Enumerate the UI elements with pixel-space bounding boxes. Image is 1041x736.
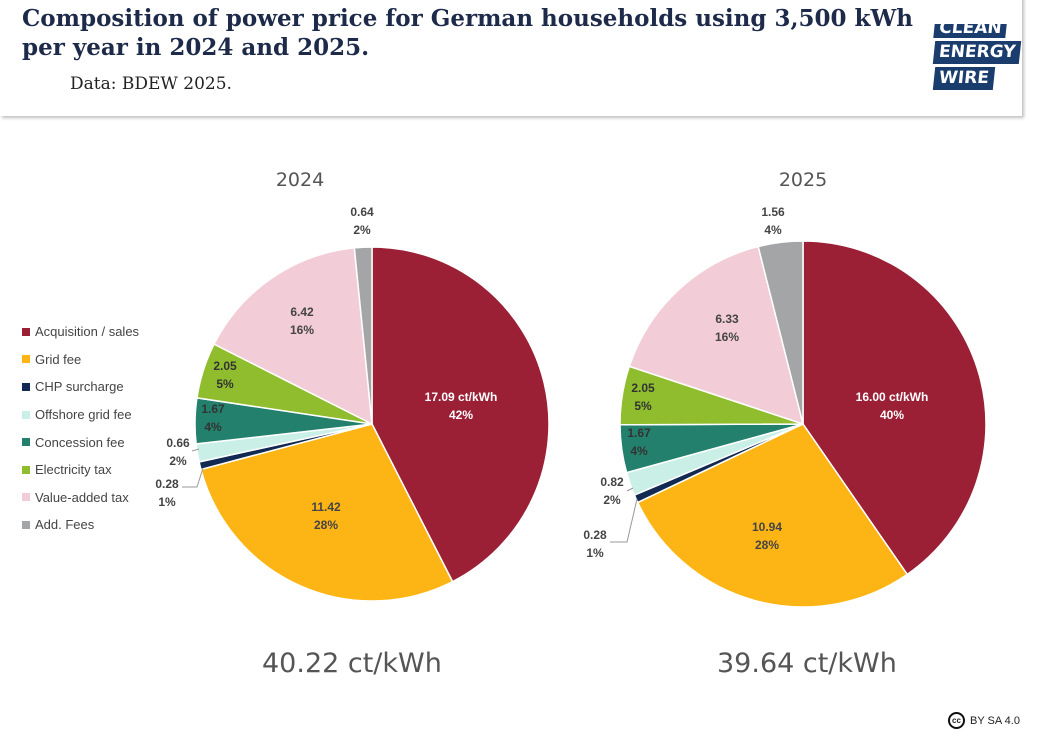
legend-label-offshore-grid-fee: Offshore grid fee [35, 407, 132, 423]
pie-2024-percent-label-offshore: 2% [169, 454, 187, 468]
pie-2024-value-label-add-fees: 0.64 [350, 205, 374, 219]
pie-2024-value-label-concession: 1.67 [201, 402, 225, 416]
pie-2025-percent-label-add-fees: 4% [764, 223, 782, 237]
pie-2024-slice-grid-fee [200, 423, 454, 602]
cc-icon: cc [948, 712, 965, 729]
legend-label-chp-surcharge: CHP surcharge [35, 379, 124, 395]
pie-2024-leader-offshore [191, 448, 200, 452]
legend-item-concession-fee: Concession fee [22, 428, 139, 456]
pie-2024-percent-label-chp: 1% [158, 495, 176, 509]
pie-2025-value-label-concession: 1.67 [627, 426, 651, 440]
legend-item-grid-fee: Grid fee [22, 346, 139, 374]
pie-2024-percent-label-concession: 4% [204, 420, 222, 434]
pie-2025-value-label-offshore: 0.82 [600, 475, 624, 489]
license-text: BY SA 4.0 [970, 714, 1020, 727]
pie-2025-slice-add-fees [757, 240, 804, 425]
legend-label-concession-fee: Concession fee [35, 434, 125, 450]
legend-swatch-chp-surcharge [22, 382, 30, 391]
pie-2025-value-label-add-fees: 1.56 [761, 205, 785, 219]
total-2025: 39.64 ct/kWh [717, 648, 897, 679]
legend-item-chp-surcharge: CHP surcharge [22, 373, 139, 401]
pie-2025-percent-label-acquisition: 40% [880, 408, 904, 422]
pie-2025-slice-vat [628, 245, 805, 426]
pie-2024-slice-vat [213, 247, 373, 426]
license-badge: cc BY SA 4.0 [948, 712, 1020, 729]
chart-title: Composition of power price for German ho… [22, 5, 913, 61]
pie-2024-percent-label-vat: 16% [290, 323, 314, 337]
pie-2025-value-label-chp: 0.28 [583, 528, 607, 542]
total-2024: 40.22 ct/kWh [262, 648, 442, 679]
pie-2024-slice-add-fees [353, 246, 373, 425]
pie-2024-percent-label-grid-fee: 28% [314, 518, 338, 532]
legend-swatch-value-added-tax [22, 493, 30, 502]
pie-2025-slice-acquisition [802, 240, 987, 576]
legend-label-grid-fee: Grid fee [35, 351, 82, 367]
pie-2025-percent-label-grid-fee: 28% [755, 538, 779, 552]
pie-2025-value-label-grid-fee: 10.94 [752, 520, 782, 534]
pie-2025-percent-label-vat: 16% [715, 330, 739, 344]
pie-2024-value-label-offshore: 0.66 [166, 436, 190, 450]
chart-legend: Acquisition / sales Grid fee CHP surchar… [22, 318, 139, 539]
pie-2024-value-label-vat: 6.42 [290, 305, 314, 319]
legend-item-offshore-grid-fee: Offshore grid fee [22, 401, 139, 429]
pie-2025-percent-label-offshore: 2% [603, 493, 621, 507]
legend-swatch-acquisition [22, 327, 30, 336]
pie-2024-value-label-electricity-tax: 2.05 [213, 359, 237, 373]
pie-2024-percent-label-acquisition: 42% [449, 408, 473, 422]
pie-2024-percent-label-electricity-tax: 5% [216, 377, 234, 391]
legend-swatch-grid-fee [22, 355, 30, 364]
legend-label-add-fees: Add. Fees [35, 517, 95, 533]
data-source: Data: BDEW 2025. [70, 74, 232, 94]
pie-2024-value-label-chp: 0.28 [155, 477, 179, 491]
pie-2025-value-label-vat: 6.33 [715, 312, 739, 326]
pie-2025-percent-label-concession: 4% [630, 444, 648, 458]
pie-2025-slice-grid-fee [636, 423, 909, 608]
pie-2024-percent-label-add-fees: 2% [353, 223, 371, 237]
legend-label-electricity-tax: Electricity tax [35, 462, 112, 478]
pie-2025-leader-offshore [626, 487, 634, 492]
pie-2025-percent-label-chp: 1% [586, 546, 604, 560]
pie-2025-percent-label-electricity-tax: 5% [634, 399, 652, 413]
pie-2024-value-label-acquisition: 17.09 ct/kWh [425, 390, 498, 404]
legend-swatch-electricity-tax [22, 465, 30, 474]
pie-2025-value-label-acquisition: 16.00 ct/kWh [856, 390, 929, 404]
legend-item-value-added-tax: Value-added tax [22, 484, 139, 512]
legend-label-acquisition: Acquisition / sales [35, 324, 140, 340]
legend-item-add-fees: Add. Fees [22, 511, 139, 539]
legend-label-value-added-tax: Value-added tax [35, 489, 129, 505]
pie-2024-slice-acquisition [371, 246, 550, 583]
legend-swatch-offshore-grid-fee [22, 410, 30, 419]
legend-swatch-add-fees [22, 520, 30, 529]
pie-2024-title: 2024 [276, 169, 324, 191]
pie-2024-leader-chp [182, 467, 204, 488]
pie-2025-leader-chp [610, 498, 638, 543]
legend-item-electricity-tax: Electricity tax [22, 456, 139, 484]
pie-2025-title: 2025 [779, 169, 827, 191]
legend-item-acquisition: Acquisition / sales [22, 318, 139, 346]
pie-2025-value-label-electricity-tax: 2.05 [631, 381, 655, 395]
legend-swatch-concession-fee [22, 438, 30, 447]
header-panel: Composition of power price for German ho… [0, 0, 1022, 116]
pie-2024-value-label-grid-fee: 11.42 [311, 500, 341, 514]
